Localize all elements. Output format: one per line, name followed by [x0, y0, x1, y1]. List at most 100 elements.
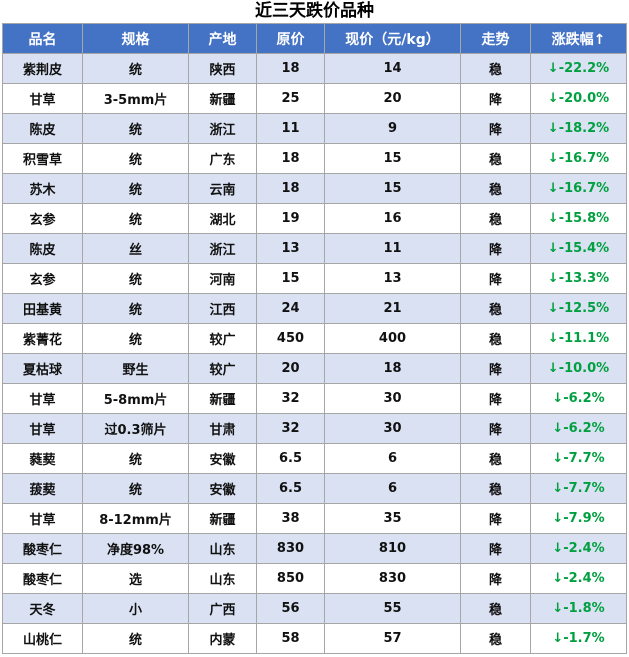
cell-origin: 云南	[188, 173, 257, 204]
cell-trend: 稳	[460, 593, 531, 624]
cell-new-price: 400	[324, 323, 461, 354]
cell-origin: 较广	[188, 323, 257, 354]
cell-name: 甘草	[2, 383, 83, 414]
cell-change: ↓-6.2%	[530, 383, 627, 414]
cell-old-price: 18	[256, 173, 325, 204]
table-row: 紫菁花统较广 450 400 稳 ↓-11.1%	[2, 323, 627, 354]
cell-name: 玄参	[2, 263, 83, 294]
cell-origin: 湖北	[188, 203, 257, 234]
cell-spec: 统	[82, 323, 189, 354]
cell-trend: 稳	[460, 203, 531, 234]
cell-new-price: 14	[324, 53, 461, 84]
cell-origin: 江西	[188, 293, 257, 324]
cell-change: ↓-7.7%	[530, 443, 627, 474]
header-spec: 规格	[82, 23, 189, 54]
cell-new-price: 11	[324, 233, 461, 264]
table-row: 积雪草统广东 18 15 稳 ↓-16.7%	[2, 143, 627, 174]
cell-origin: 较广	[188, 353, 257, 384]
cell-new-price: 16	[324, 203, 461, 234]
cell-new-price: 13	[324, 263, 461, 294]
cell-old-price: 38	[256, 503, 325, 534]
table-row: 田基黄统江西 24 21 稳 ↓-12.5%	[2, 293, 627, 324]
cell-trend: 降	[460, 263, 531, 294]
header-name: 品名	[2, 23, 83, 54]
cell-origin: 新疆	[188, 83, 257, 114]
cell-name: 山桃仁	[2, 623, 83, 654]
table-row: 苏木统云南 18 15 稳 ↓-16.7%	[2, 173, 627, 204]
cell-change: ↓-18.2%	[530, 113, 627, 144]
cell-spec: 8-12mm片	[82, 503, 189, 534]
table-title: 近三天跌价品种	[255, 1, 374, 21]
cell-name: 酸枣仁	[2, 563, 83, 594]
cell-change: ↓-15.4%	[530, 233, 627, 264]
cell-old-price: 24	[256, 293, 325, 324]
cell-origin: 广西	[188, 593, 257, 624]
cell-change: ↓-7.9%	[530, 503, 627, 534]
cell-change: ↓-7.7%	[530, 473, 627, 504]
table-row: 甘草 3-5mm片 新疆 25 20 降 ↓-20.0%	[2, 83, 627, 114]
cell-name: 夏枯球	[2, 353, 83, 384]
cell-change: ↓-16.7%	[530, 143, 627, 174]
cell-change: ↓-20.0%	[530, 83, 627, 114]
cell-origin: 新疆	[188, 383, 257, 414]
cell-trend: 降	[460, 503, 531, 534]
header-trend: 走势	[460, 23, 531, 54]
cell-old-price: 32	[256, 413, 325, 444]
cell-origin: 河南	[188, 263, 257, 294]
cell-change: ↓-2.4%	[530, 563, 627, 594]
cell-name: 蕤葜	[2, 443, 83, 474]
cell-name: 菝葜	[2, 473, 83, 504]
cell-old-price: 20	[256, 353, 325, 384]
header-change-sort[interactable]: 涨跌幅↑	[530, 23, 627, 54]
cell-name: 紫荆皮	[2, 53, 83, 84]
table-row: 酸枣仁 净度98% 山东 830 810 降 ↓-2.4%	[2, 533, 627, 564]
table-row: 夏枯球 野生 较广 20 18 降 ↓-10.0%	[2, 353, 627, 384]
cell-origin: 安徽	[188, 443, 257, 474]
table-row: 甘草 过0.3筛片 甘肃 32 30 降 ↓-6.2%	[2, 413, 627, 444]
cell-spec: 小	[82, 593, 189, 624]
cell-name: 苏木	[2, 173, 83, 204]
header-old-price: 原价	[256, 23, 325, 54]
cell-new-price: 9	[324, 113, 461, 144]
table-row: 陈皮统浙江 11 9 降 ↓-18.2%	[2, 113, 627, 144]
cell-old-price: 450	[256, 323, 325, 354]
cell-name: 酸枣仁	[2, 533, 83, 564]
cell-new-price: 35	[324, 503, 461, 534]
cell-name: 甘草	[2, 503, 83, 534]
cell-old-price: 56	[256, 593, 325, 624]
cell-name: 田基黄	[2, 293, 83, 324]
table-row: 玄参统湖北 19 16 稳 ↓-15.8%	[2, 203, 627, 234]
cell-new-price: 830	[324, 563, 461, 594]
table-body: 紫荆皮统陕西 18 14 稳 ↓-22.2% 甘草 3-5mm片 新疆 25 20 降 ↓-20.0%…	[2, 53, 627, 654]
cell-old-price: 19	[256, 203, 325, 234]
cell-trend: 降	[460, 353, 531, 384]
cell-trend: 稳	[460, 143, 531, 174]
cell-name: 甘草	[2, 413, 83, 444]
cell-trend: 降	[460, 413, 531, 444]
cell-spec: 统	[82, 443, 189, 474]
table-row: 天冬小广西 56 55 稳 ↓-1.8%	[2, 593, 627, 624]
cell-change: ↓-6.2%	[530, 413, 627, 444]
table-row: 陈皮丝浙江 13 11 降 ↓-15.4%	[2, 233, 627, 264]
cell-origin: 甘肃	[188, 413, 257, 444]
cell-trend: 稳	[460, 323, 531, 354]
table-row: 菝葜统安徽 6.5 6 稳 ↓-7.7%	[2, 473, 627, 504]
cell-spec: 野生	[82, 353, 189, 384]
cell-trend: 降	[460, 113, 531, 144]
cell-old-price: 13	[256, 233, 325, 264]
cell-trend: 降	[460, 83, 531, 114]
cell-name: 积雪草	[2, 143, 83, 174]
cell-new-price: 810	[324, 533, 461, 564]
cell-change: ↓-11.1%	[530, 323, 627, 354]
cell-old-price: 18	[256, 143, 325, 174]
header-row: 品名 规格 产地 原价 现价（元/kg） 走势 涨跌幅↑	[2, 23, 627, 54]
cell-origin: 山东	[188, 533, 257, 564]
cell-change: ↓-22.2%	[530, 53, 627, 84]
cell-change: ↓-13.3%	[530, 263, 627, 294]
cell-spec: 5-8mm片	[82, 383, 189, 414]
cell-old-price: 6.5	[256, 473, 325, 504]
cell-name: 甘草	[2, 83, 83, 114]
cell-trend: 稳	[460, 293, 531, 324]
cell-trend: 稳	[460, 443, 531, 474]
cell-spec: 统	[82, 203, 189, 234]
